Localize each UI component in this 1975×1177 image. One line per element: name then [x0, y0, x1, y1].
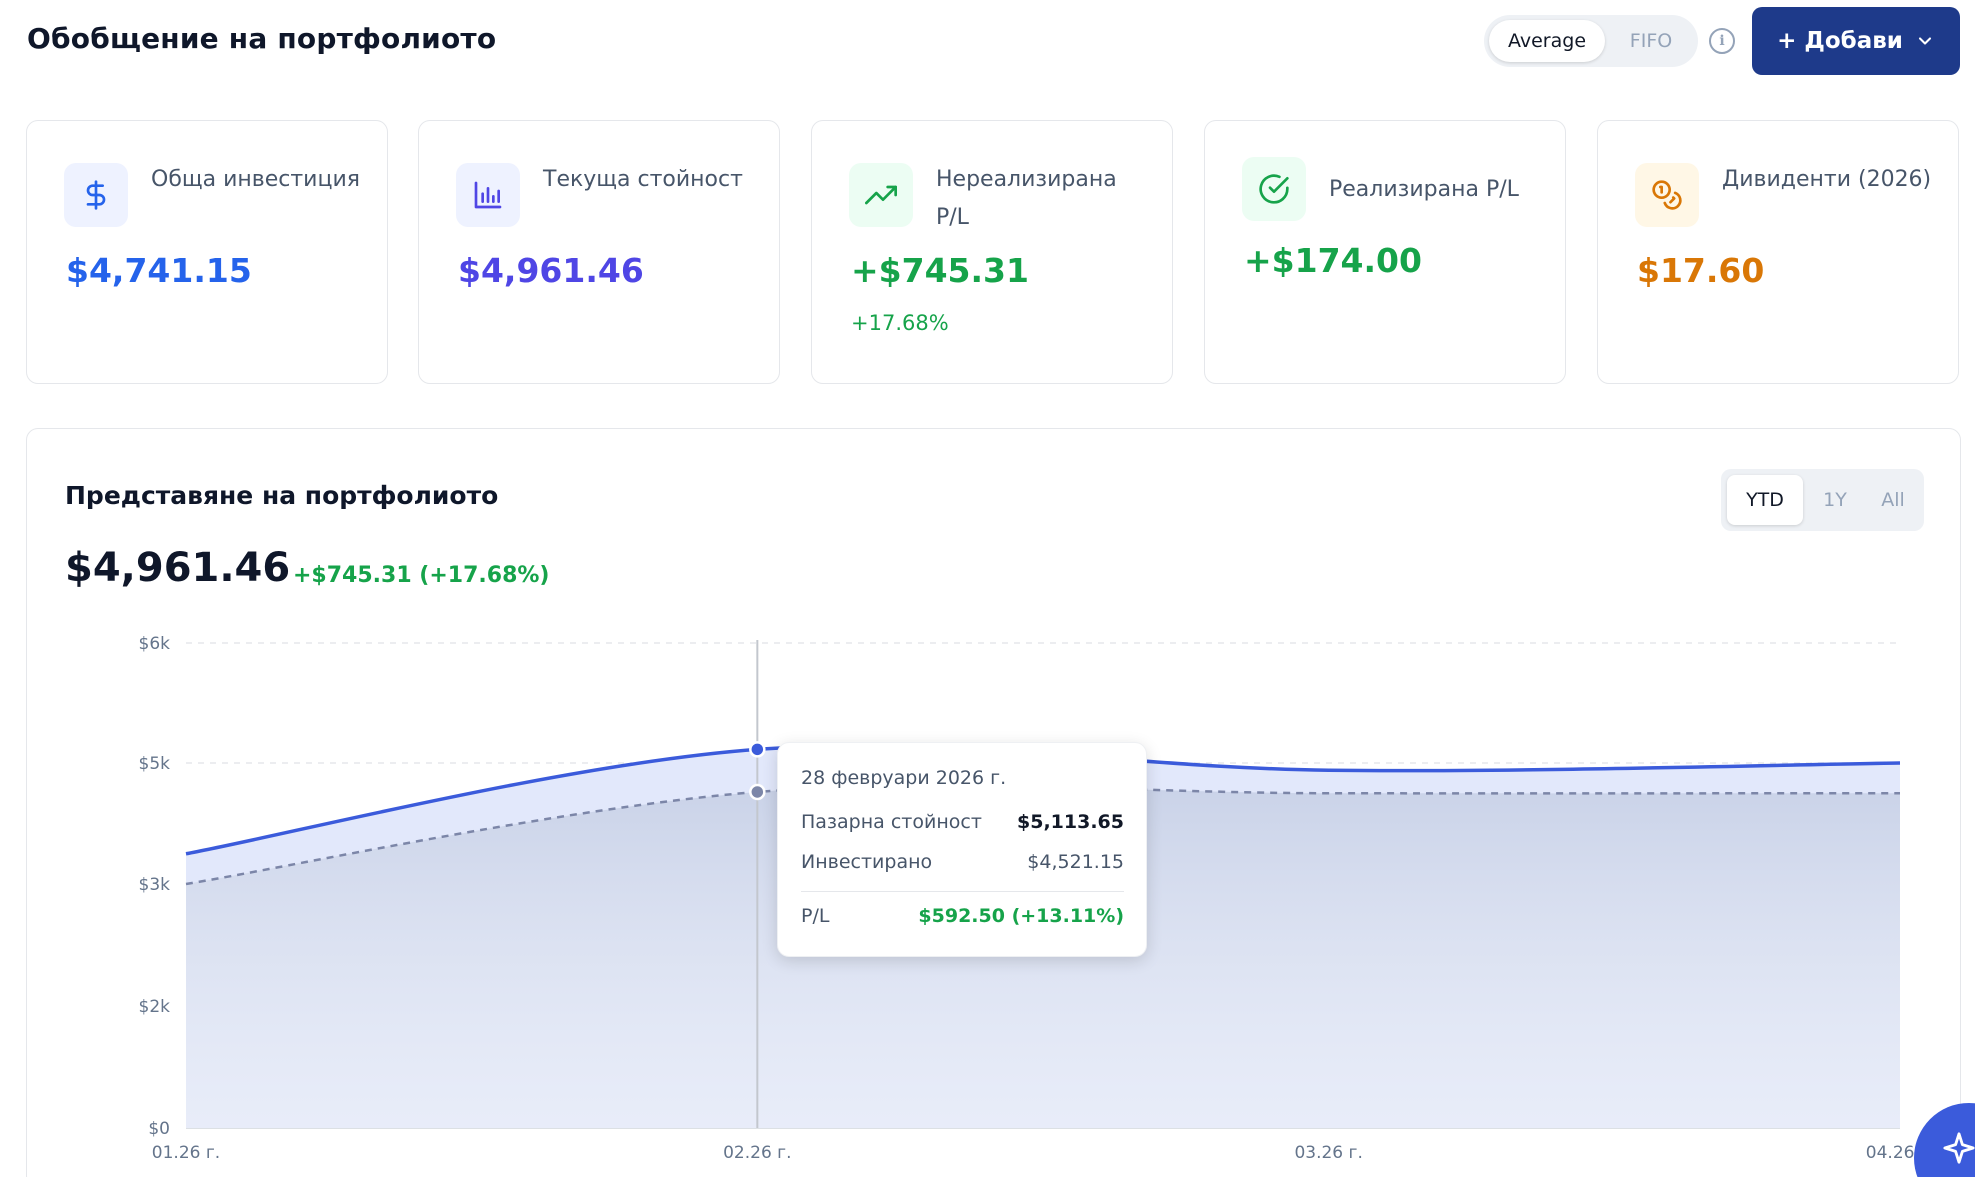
method-toggle: Average FIFO — [1484, 15, 1698, 67]
card-value: $4,961.46 — [458, 251, 644, 290]
page-title: Обобщение на портфолиото — [27, 22, 497, 55]
tooltip-date: 28 февруари 2026 г. — [801, 767, 1007, 789]
info-icon[interactable]: i — [1709, 28, 1735, 54]
card-value: +$745.31 — [851, 251, 1029, 290]
tooltip-divider — [801, 891, 1124, 892]
card-value: +$174.00 — [1244, 241, 1422, 280]
bar-chart-icon — [474, 181, 502, 209]
card-label: Реализирана P/L — [1329, 177, 1519, 202]
card-icon-box — [64, 163, 128, 227]
range-option-all[interactable]: All — [1881, 489, 1905, 511]
chevron-down-icon — [1918, 37, 1931, 45]
card-realized-pl: Реализирана P/L +$174.00 — [1204, 120, 1566, 384]
add-button[interactable]: + Добави — [1752, 7, 1960, 75]
x-tick-label: 03.26 г. — [1294, 1143, 1362, 1163]
chart-tooltip: 28 февруари 2026 г. Пазарна стойност $5,… — [777, 742, 1147, 957]
card-value: $4,741.15 — [66, 251, 252, 290]
tooltip-value: $4,521.15 — [1027, 851, 1124, 873]
tooltip-value: $5,113.65 — [1017, 811, 1124, 833]
market-hover-point — [749, 741, 766, 758]
card-label: Обща инвестиция — [151, 167, 360, 192]
card-current-value: Текуща стойност $4,961.46 — [418, 120, 780, 384]
card-label: Текуща стойност — [543, 167, 743, 192]
card-sub-percent: +17.68% — [851, 311, 949, 335]
card-label: Нереализирана P/L — [936, 167, 1117, 230]
card-icon-box — [1635, 163, 1699, 227]
tooltip-row-pl: P/L $592.50 (+13.11%) — [801, 905, 1124, 927]
card-icon-box — [456, 163, 520, 227]
trending-up-icon — [865, 185, 897, 205]
check-circle-icon — [1259, 174, 1289, 204]
y-tick-label: $3k — [139, 875, 171, 895]
range-option-ytd[interactable]: YTD — [1727, 475, 1803, 525]
tooltip-row-invested: Инвестирано $4,521.15 — [801, 851, 1124, 873]
method-option-average[interactable]: Average — [1489, 20, 1605, 62]
tooltip-label: Пазарна стойност — [801, 811, 982, 833]
tooltip-row-market: Пазарна стойност $5,113.65 — [801, 811, 1124, 833]
range-option-1y[interactable]: 1Y — [1823, 489, 1847, 511]
card-total-investment: Обща инвестиция $4,741.15 — [26, 120, 388, 384]
card-icon-box — [1242, 157, 1306, 221]
y-tick-label: $0 — [148, 1119, 170, 1139]
chart-y-axis: $0 $2k $3k $5k $6k — [139, 634, 171, 1139]
add-button-label: + Добави — [1777, 28, 1903, 54]
range-toggle: YTD 1Y All — [1721, 469, 1924, 531]
performance-change: +$745.31 (+17.68%) — [293, 563, 550, 588]
coins-icon — [1652, 180, 1682, 210]
dollar-icon — [86, 180, 106, 210]
card-dividends: Дивиденти (2026) $17.60 — [1597, 120, 1959, 384]
tooltip-label: Инвестирано — [801, 851, 933, 873]
chart-x-axis: 01.26 г. 02.26 г. 03.26 г. 04.26 г. — [152, 1143, 1934, 1163]
card-unrealized-pl: Нереализирана P/L +$745.31 +17.68% — [811, 120, 1173, 384]
card-label: Дивиденти (2026) — [1722, 167, 1932, 192]
card-icon-box — [849, 163, 913, 227]
invested-hover-point — [749, 783, 766, 801]
y-tick-label: $2k — [139, 997, 171, 1017]
x-tick-label: 01.26 г. — [152, 1143, 220, 1163]
method-option-fifo[interactable]: FIFO — [1629, 30, 1673, 52]
y-tick-label: $6k — [139, 634, 171, 654]
performance-title: Представяне на портфолиото — [65, 481, 499, 510]
x-tick-label: 02.26 г. — [723, 1143, 791, 1163]
card-value: $17.60 — [1637, 251, 1765, 290]
performance-value: $4,961.46 — [65, 545, 291, 591]
y-tick-label: $5k — [139, 754, 171, 774]
tooltip-value: $592.50 (+13.11%) — [918, 905, 1124, 927]
sparkle-icon — [1943, 1132, 1975, 1164]
tooltip-label: P/L — [801, 905, 830, 927]
